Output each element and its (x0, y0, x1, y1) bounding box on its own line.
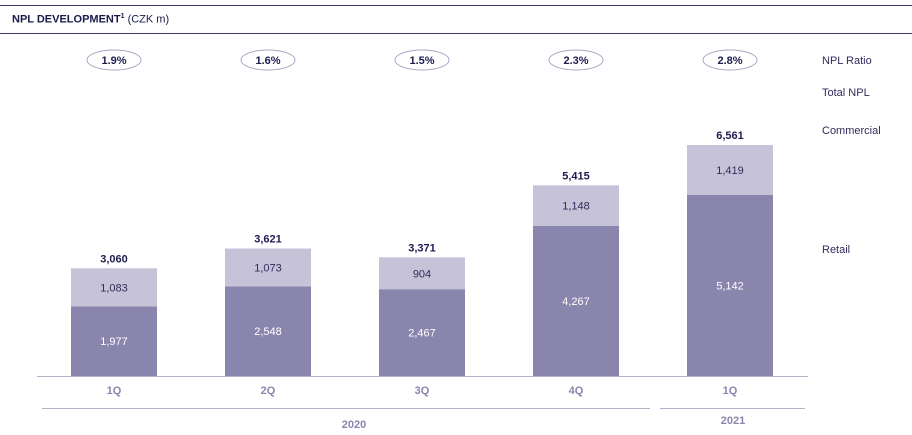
legend-commercial: Commercial (822, 125, 881, 137)
bar-commercial (225, 248, 311, 287)
bar-retail (225, 286, 311, 376)
label-ratio: 1.6% (255, 55, 280, 67)
label-retail: 2,548 (254, 326, 282, 338)
bar-commercial (379, 257, 465, 290)
title-footnote: 1 (120, 13, 125, 20)
label-commercial: 1,148 (562, 201, 590, 213)
label-ratio: 2.8% (717, 55, 742, 67)
x-tick-label: 4Q (569, 385, 584, 397)
bar-commercial (687, 145, 773, 196)
group-label-2020: 2020 (342, 419, 366, 431)
ratio-pill (394, 49, 450, 71)
bar-retail (533, 225, 619, 376)
x-tick-label: 3Q (415, 385, 430, 397)
group-label-2021: 2021 (721, 415, 745, 427)
label-ratio: 2.3% (563, 55, 588, 67)
label-ratio: 1.5% (409, 55, 434, 67)
label-commercial: 1,073 (254, 262, 282, 274)
chart-title: NPL DEVELOPMENT1 (CZK m) (12, 13, 169, 26)
x-tick-label: 1Q (723, 385, 738, 397)
ratio-pill (240, 49, 296, 71)
bar-retail (687, 195, 773, 376)
bar-retail (71, 306, 157, 376)
label-total: 3,060 (100, 253, 128, 265)
legend-retail: Retail (822, 244, 850, 256)
label-commercial: 1,083 (100, 282, 128, 294)
ratio-pill (702, 49, 758, 71)
bar-retail (379, 289, 465, 376)
label-retail: 5,142 (716, 281, 744, 293)
label-total: 6,561 (716, 130, 744, 142)
label-total: 5,415 (562, 170, 590, 182)
title-rule (0, 33, 912, 34)
label-total: 3,621 (254, 234, 282, 246)
ratio-pill (548, 49, 604, 71)
x-tick-label: 2Q (261, 385, 276, 397)
x-tick-label: 1Q (107, 385, 122, 397)
label-total: 3,371 (408, 242, 436, 254)
legend-total-npl: Total NPL (822, 87, 870, 99)
bar-commercial (71, 268, 157, 307)
label-retail: 4,267 (562, 296, 590, 308)
legend-npl-ratio: NPL Ratio (822, 55, 872, 67)
top-rule (0, 5, 912, 6)
ratio-pill (86, 49, 142, 71)
label-retail: 1,977 (100, 336, 128, 348)
label-commercial: 904 (413, 268, 431, 280)
label-retail: 2,467 (408, 328, 436, 340)
label-commercial: 1,419 (716, 165, 744, 177)
bar-commercial (533, 185, 619, 226)
title-unit: (CZK m) (127, 13, 170, 26)
label-ratio: 1.9% (101, 55, 126, 67)
title-text: NPL DEVELOPMENT (12, 13, 121, 26)
